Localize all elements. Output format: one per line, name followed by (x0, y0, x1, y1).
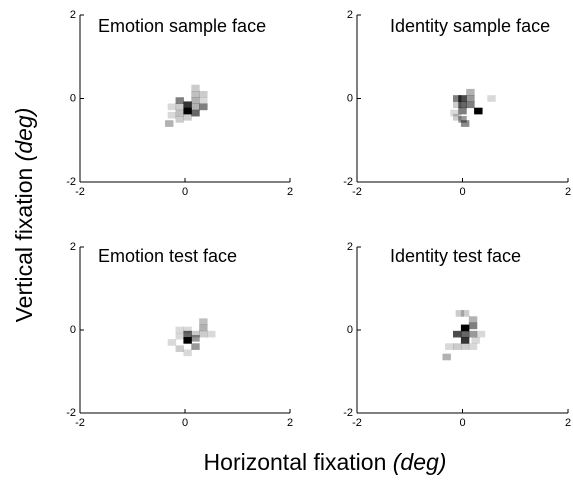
y-label-unit: (deg) (11, 108, 37, 162)
x-tick-label: -2 (75, 417, 85, 429)
heat-cell (455, 310, 465, 317)
y-tick-label: 2 (70, 241, 76, 253)
heat-cell (453, 330, 462, 338)
heat-cell (468, 316, 478, 323)
heat-cell (468, 330, 478, 338)
heat-cell (191, 84, 200, 92)
y-axis-label: Vertical fixation (deg) (11, 108, 37, 323)
heat-cell (207, 330, 216, 338)
x-tick-label: 0 (459, 186, 465, 198)
heat-cell (471, 337, 480, 344)
y-tick-label: -2 (66, 407, 76, 419)
heat-cell (468, 343, 478, 350)
heat-cell (199, 103, 208, 111)
heat-cell (175, 345, 184, 352)
y-tick-label: -2 (343, 407, 353, 419)
y-tick-label: 0 (70, 324, 76, 336)
heat-cell (474, 107, 483, 115)
heat-cell (199, 330, 208, 338)
x-label-unit: (deg) (393, 449, 447, 475)
heat-cell (199, 324, 208, 332)
heat-cell (175, 326, 184, 334)
y-tick-label: -2 (343, 176, 353, 188)
heat-cell (183, 330, 192, 338)
x-tick-label: 0 (182, 417, 188, 429)
heat-cell (458, 116, 467, 123)
heat-cell (183, 337, 192, 344)
x-label-text: Horizontal fixation (204, 449, 387, 475)
heat-cell (191, 109, 200, 117)
y-tick-label: 0 (70, 92, 76, 104)
heat-cell (175, 109, 184, 117)
x-tick-label: 0 (182, 186, 188, 198)
y-tick-label: 2 (70, 9, 76, 21)
x-tick-label: 2 (287, 417, 293, 429)
heat-cell (199, 90, 208, 98)
heat-cell (183, 107, 192, 115)
heat-cell (453, 101, 462, 109)
heat-cell (199, 97, 208, 104)
heat-cell (460, 330, 470, 338)
panel-title: Identity test face (390, 246, 521, 266)
heat-cell (458, 95, 467, 102)
heat-cell (466, 95, 475, 102)
heat-cell (453, 113, 462, 121)
heat-cell (183, 326, 192, 334)
heat-cell (460, 310, 470, 317)
heat-cell (466, 101, 475, 109)
heat-cell (191, 343, 200, 350)
heat-cell (167, 103, 177, 111)
heat-cell (167, 111, 177, 119)
heat-cell (183, 349, 192, 357)
x-tick-label: -2 (75, 186, 85, 198)
heat-cell (191, 103, 200, 111)
y-tick-label: -2 (66, 176, 76, 188)
x-tick-label: -2 (352, 417, 362, 429)
heat-cell (453, 95, 462, 102)
heat-cell (450, 109, 459, 117)
y-tick-label: 0 (347, 324, 353, 336)
heat-cell (199, 318, 208, 326)
heat-cell (175, 103, 184, 111)
panel-title: Emotion sample face (98, 16, 266, 36)
y-label-text: Vertical fixation (11, 168, 37, 323)
heat-cell (458, 101, 467, 109)
heat-cell (460, 343, 470, 350)
x-axis-label: Horizontal fixation (deg) (204, 449, 447, 475)
panel-title: Emotion test face (98, 246, 237, 266)
heat-cell (445, 343, 454, 350)
panel-title: Identity sample face (390, 16, 550, 36)
y-tick-label: 0 (347, 92, 353, 104)
x-tick-label: 0 (459, 417, 465, 429)
heat-cell (458, 107, 467, 115)
heat-cell (175, 116, 184, 123)
heat-cell (466, 88, 475, 96)
heat-cell (460, 120, 470, 127)
x-tick-label: 2 (287, 186, 293, 198)
heat-cell (191, 330, 200, 338)
heat-cell (476, 330, 486, 338)
heat-cell (460, 324, 470, 332)
heat-cell (175, 332, 184, 340)
heat-cell (183, 113, 192, 121)
heat-cell (191, 90, 200, 98)
heat-cell (442, 353, 451, 361)
y-tick-label: 2 (347, 9, 353, 21)
x-tick-label: 2 (565, 186, 571, 198)
heat-cell (487, 95, 496, 102)
heat-cell (183, 101, 192, 109)
x-tick-label: -2 (352, 186, 362, 198)
heat-cell (468, 322, 478, 330)
heat-cell (460, 337, 470, 344)
heat-cell (191, 97, 200, 104)
y-tick-label: 2 (347, 241, 353, 253)
heat-cell (191, 334, 200, 342)
heat-cell (167, 339, 177, 346)
heat-cell (175, 97, 184, 104)
heat-cell (453, 343, 462, 350)
x-tick-label: 2 (565, 417, 571, 429)
heat-cell (165, 120, 174, 127)
